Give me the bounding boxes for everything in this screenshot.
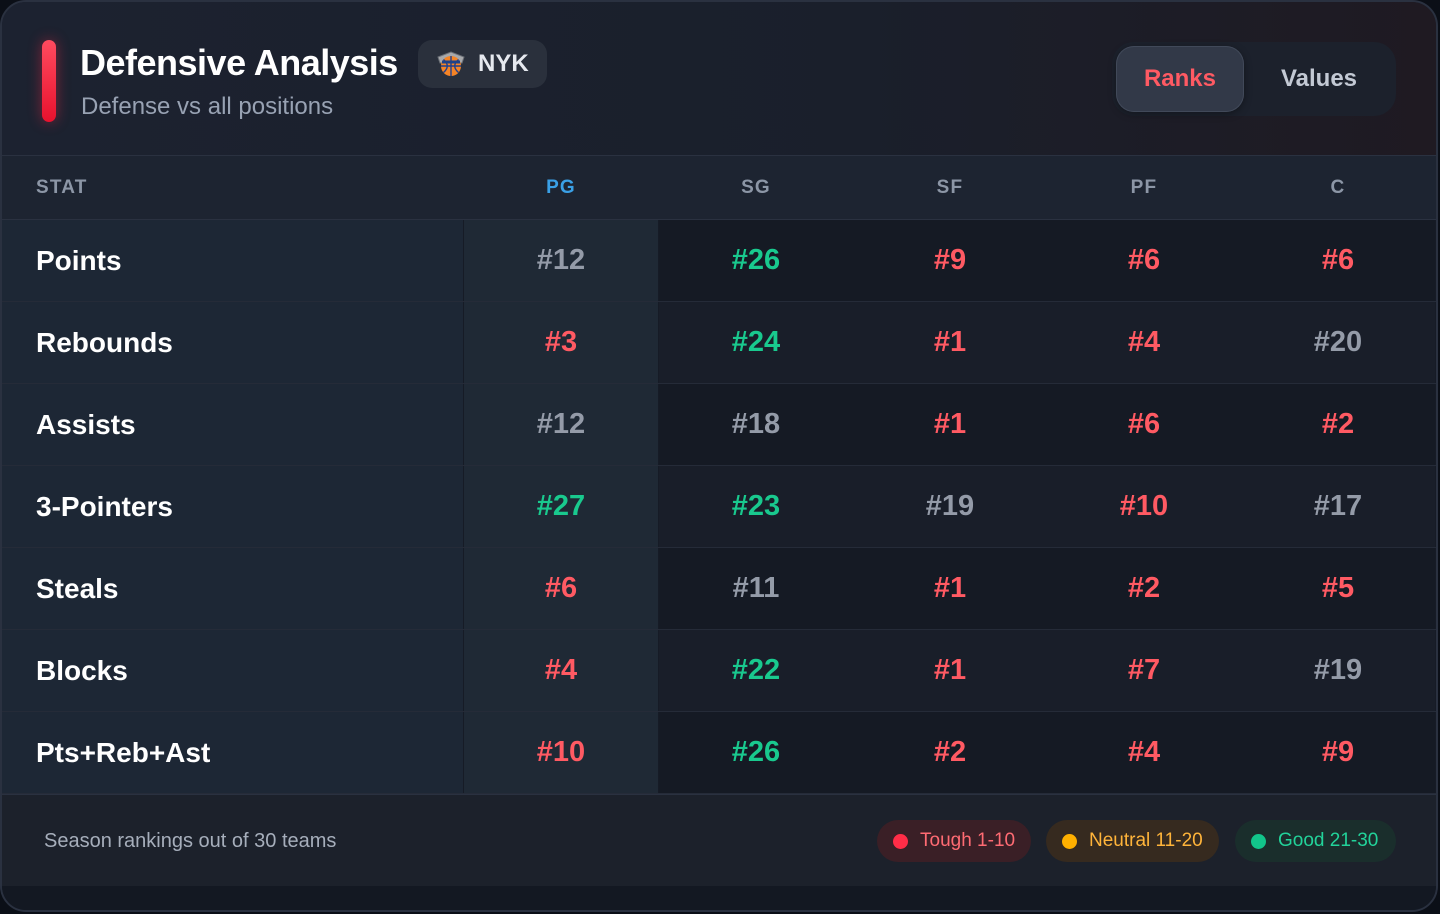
rank-cell-sf: #1 — [853, 302, 1047, 383]
table-row: 3-Pointers #27 #23 #19 #10 #17 — [2, 466, 1436, 548]
values-toggle-button[interactable]: Values — [1280, 65, 1358, 92]
rank-cell-sg: #11 — [659, 548, 853, 629]
rank-cell-sf: #19 — [853, 466, 1047, 547]
rank-cell-sf: #1 — [853, 384, 1047, 465]
page-subtitle: Defense vs all positions — [81, 93, 334, 120]
table-row: Pts+Reb+Ast #10 #26 #2 #4 #9 — [2, 712, 1436, 794]
rank-cell-c: #20 — [1241, 302, 1435, 383]
legend-good-label: Good 21-30 — [1278, 830, 1379, 851]
team-badge: NYK — [418, 40, 547, 88]
rank-cell-sf: #2 — [853, 712, 1047, 793]
page-title: Defensive Analysis — [80, 42, 398, 83]
rank-cell-sg: #23 — [659, 466, 853, 547]
good-dot-icon — [1251, 833, 1266, 849]
stat-label: Steals — [2, 548, 463, 629]
rank-cell-c: #5 — [1241, 548, 1435, 629]
ranks-toggle-button[interactable]: Ranks — [1116, 46, 1244, 112]
rank-cell-sf: #1 — [853, 630, 1047, 711]
rank-cell-sf: #1 — [853, 548, 1047, 629]
stat-label: Rebounds — [2, 302, 463, 383]
legend-neutral: Neutral 11-20 — [1046, 820, 1219, 862]
rank-cell-sg: #24 — [659, 302, 853, 383]
rank-cell-pf: #4 — [1047, 712, 1241, 793]
table-row: Assists #12 #18 #1 #6 #2 — [2, 384, 1436, 466]
team-abbreviation: NYK — [478, 50, 529, 77]
table-row: Steals #6 #11 #1 #2 #5 — [2, 548, 1436, 630]
rank-cell-c: #6 — [1241, 220, 1435, 301]
legend-good: Good 21-30 — [1235, 820, 1396, 862]
rank-cell-c: #9 — [1241, 712, 1435, 793]
accent-bar — [42, 40, 56, 122]
rank-cell-sg: #26 — [659, 220, 853, 301]
stat-label: 3-Pointers — [2, 466, 463, 547]
tough-dot-icon — [893, 833, 908, 849]
rank-cell-c: #17 — [1241, 466, 1435, 547]
rank-cell-pf: #6 — [1047, 384, 1241, 465]
rank-cell-sg: #22 — [659, 630, 853, 711]
legend-tough-label: Tough 1-10 — [920, 830, 1016, 851]
card-footer: Season rankings out of 30 teams Tough 1-… — [2, 794, 1436, 886]
rank-cell-pf: #6 — [1047, 220, 1241, 301]
legend-tough: Tough 1-10 — [877, 820, 1031, 862]
stat-label: Pts+Reb+Ast — [2, 712, 463, 793]
column-header-pf[interactable]: PF — [1130, 177, 1158, 198]
rank-cell-pg: #4 — [464, 630, 658, 711]
rank-cell-pg: #12 — [464, 220, 658, 301]
rank-cell-c: #19 — [1241, 630, 1435, 711]
rank-cell-pf: #4 — [1047, 302, 1241, 383]
stat-label: Assists — [2, 384, 463, 465]
bottom-strip — [2, 886, 1436, 910]
table-header: STAT PG SG SF PF C — [2, 156, 1436, 220]
rank-cell-sg: #26 — [659, 712, 853, 793]
card-header: Defensive Analysis Defense vs all positi… — [2, 2, 1436, 156]
table-row: Rebounds #3 #24 #1 #4 #20 — [2, 302, 1436, 384]
stat-label: Points — [2, 220, 463, 301]
rank-cell-pg: #6 — [464, 548, 658, 629]
rank-cell-sf: #9 — [853, 220, 1047, 301]
stat-column-header: STAT — [36, 177, 88, 198]
table-row: Points #12 #26 #9 #6 #6 — [2, 220, 1436, 302]
column-header-sg[interactable]: SG — [741, 177, 771, 198]
table-row: Blocks #4 #22 #1 #7 #19 — [2, 630, 1436, 712]
view-toggle: Ranks Values — [1112, 42, 1396, 116]
knicks-logo-icon — [437, 51, 465, 76]
rank-cell-pg: #12 — [464, 384, 658, 465]
footer-note: Season rankings out of 30 teams — [44, 829, 337, 852]
legend-neutral-label: Neutral 11-20 — [1089, 830, 1203, 851]
column-header-pg[interactable]: PG — [546, 177, 576, 198]
stat-label: Blocks — [2, 630, 463, 711]
rank-cell-pg: #3 — [464, 302, 658, 383]
rank-cell-pf: #10 — [1047, 466, 1241, 547]
rank-cell-sg: #18 — [659, 384, 853, 465]
rank-cell-c: #2 — [1241, 384, 1435, 465]
column-header-c[interactable]: C — [1330, 177, 1346, 198]
rank-cell-pg: #10 — [464, 712, 658, 793]
column-header-sf[interactable]: SF — [936, 177, 964, 198]
rank-cell-pf: #7 — [1047, 630, 1241, 711]
rank-cell-pg: #27 — [464, 466, 658, 547]
neutral-dot-icon — [1062, 833, 1077, 849]
rank-cell-pf: #2 — [1047, 548, 1241, 629]
